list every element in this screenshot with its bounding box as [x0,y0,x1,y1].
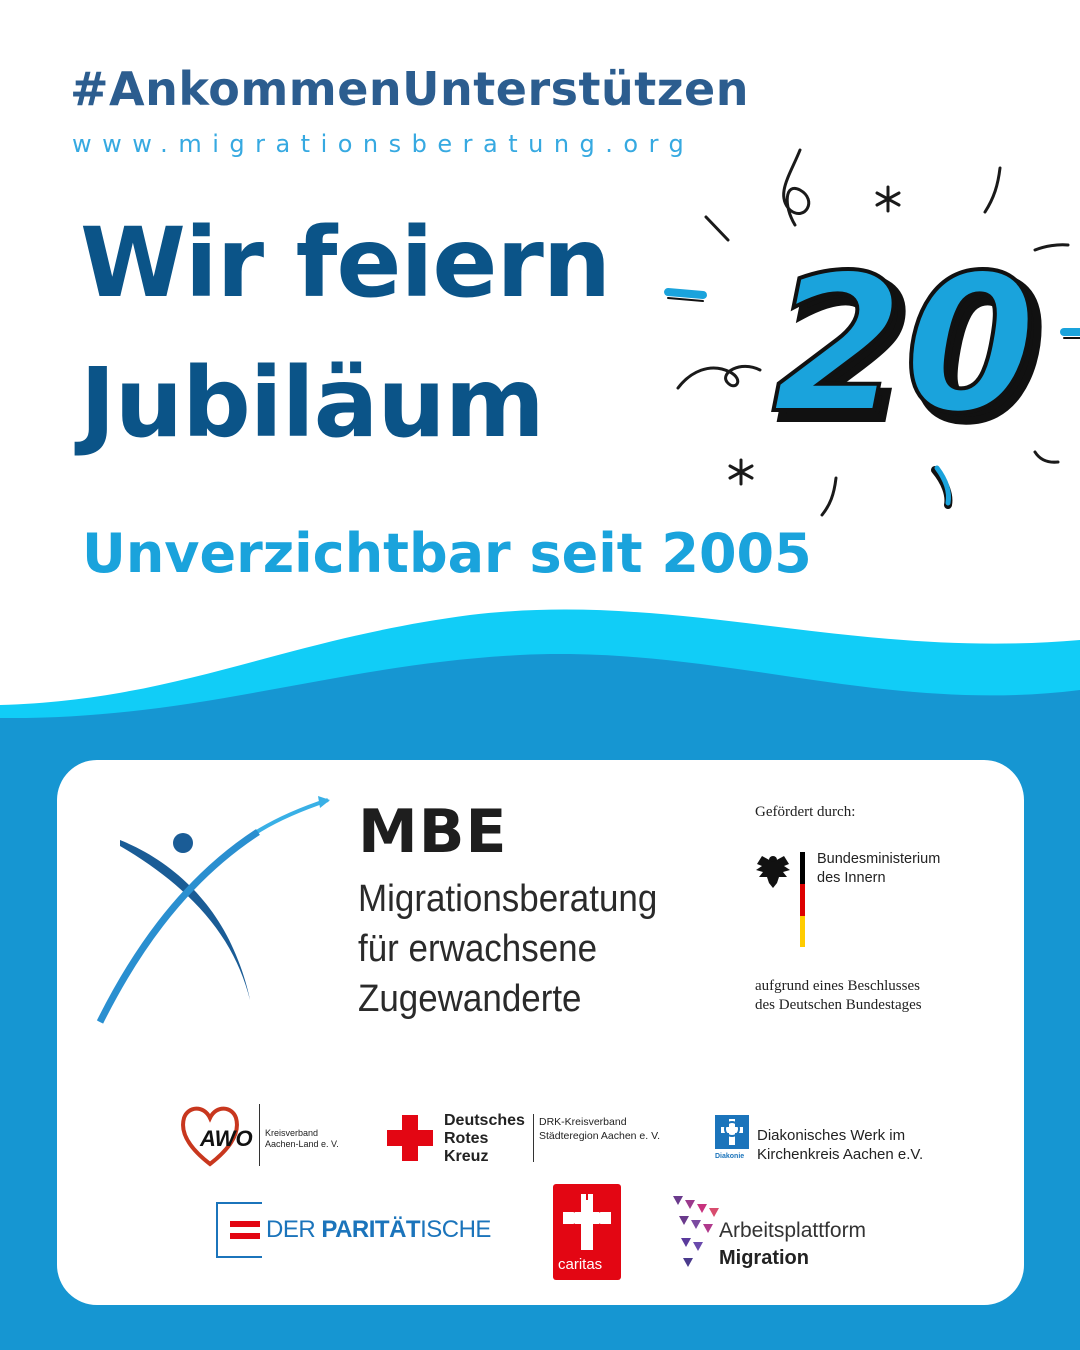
paritaetische-name: DER PARITÄTISCHE [266,1216,491,1244]
awo-line-2: Aachen-Land e. V. [265,1139,339,1149]
drk-name-1: Deutsches [444,1112,525,1129]
mbe-figure-logo [96,796,330,1024]
drk-name-3: Kreuz [444,1148,489,1165]
paritaetische-bold: PARITÄT [321,1216,421,1243]
divider [533,1114,534,1162]
awo-logo-text: AWO [200,1126,253,1151]
german-flag-bar [800,852,805,947]
drk-line-1: DRK-Kreisverband [539,1116,627,1128]
mbe-subtitle-line-1: Migrationsberatung [358,878,658,920]
subline: Unverzichtbar seit 2005 [82,522,812,585]
paritaetische-bar-top [230,1221,260,1227]
triangles-icon [673,1196,719,1267]
resolution-line-2: des Deutschen Bundestages [755,997,922,1013]
funded-by-label: Gefördert durch: [755,804,856,820]
caritas-cross-icon [563,1192,611,1250]
ministry-name-line-1: Bundesministerium [817,851,941,867]
partner-awo[interactable]: AWO Kreisverband Aachen-Land e. V. [178,1102,348,1170]
anniversary-number-shadow: 20 [780,242,1044,463]
paritaetische-frame [216,1202,262,1258]
paritaetische-prefix: DER [266,1216,322,1243]
federal-eagle-icon [756,856,790,888]
partner-drk[interactable]: Deutsches Rotes Kreuz DRK-Kreisverband S… [387,1112,677,1167]
awo-line-1: Kreisverband [265,1128,319,1138]
mbe-subtitle-line-3: Zugewanderte [358,978,582,1020]
drk-name-2: Rotes [444,1130,489,1147]
mbe-title: MBE [358,797,508,867]
awo-heart-icon [181,1106,239,1167]
anniversary-number: 20 [772,234,1036,455]
headline-line-2: Jubiläum [80,347,545,459]
divider [259,1104,260,1166]
website-url[interactable]: www.migrationsberatung.org [72,130,695,158]
headline-line-1: Wir feiern [80,207,611,319]
paritaetische-suffix: ISCHE [420,1216,491,1243]
diakonie-label: Diakonie [715,1153,745,1160]
arbeitsplattform-line-1: Arbeitsplattform [719,1219,867,1242]
partner-paritaetische[interactable]: DER PARITÄTISCHE [216,1202,501,1264]
hashtag: #AnkommenUnterstützen [70,62,749,116]
partner-diakonie[interactable]: Diakonie Diakonisches Werk im Kirchenkre… [715,1115,945,1165]
diakonie-line-2: Kirchenkreis Aachen e.V. [757,1146,924,1163]
paritaetische-bar-bottom [230,1233,260,1239]
red-cross-icon [387,1115,433,1161]
arbeitsplattform-line-2: Migration [719,1247,809,1269]
mbe-subtitle-line-2: für erwachsene [358,928,598,970]
partner-caritas[interactable]: caritas [553,1184,621,1280]
partner-arbeitsplattform[interactable]: Arbeitsplattform Migration [673,1194,898,1272]
anniversary-badge: 20 20 [664,148,1080,517]
resolution-line-1: aufgrund eines Beschlusses [755,978,920,994]
caritas-label: caritas [558,1256,603,1273]
logo-card [57,760,1024,1305]
diakonie-line-1: Diakonisches Werk im [757,1127,906,1144]
diakonie-cross-icon [715,1115,749,1149]
drk-line-2: Städteregion Aachen e. V. [539,1130,661,1142]
ministry-name-line-2: des Innern [817,870,886,886]
